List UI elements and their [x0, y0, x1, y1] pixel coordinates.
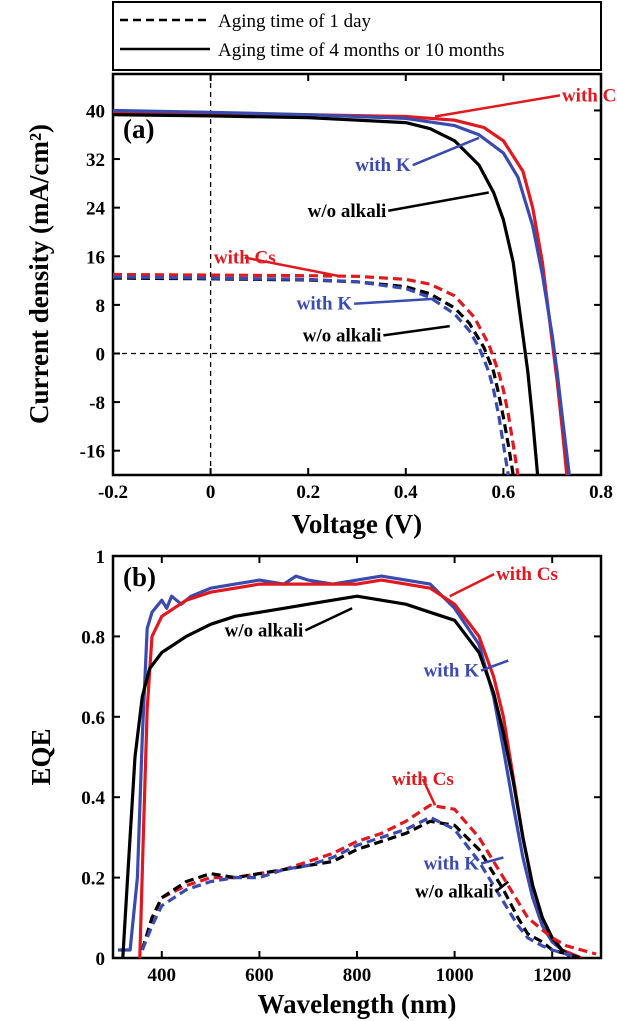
panel-b-x-axis-title: Wavelength (nm) [258, 989, 457, 1019]
series-line-none-solid [121, 594, 573, 958]
series-line-cs-dashed [113, 272, 520, 475]
x-tick-label: 600 [245, 965, 274, 986]
y-tick-label: 40 [86, 101, 105, 122]
annotation-label: with K [424, 661, 480, 682]
series-line-k-dashed [113, 275, 510, 475]
panel-a-y-axis-title: Current density (mA/cm²) [24, 124, 54, 424]
series-line-cs-dashed [140, 803, 597, 956]
x-tick-label: 0.8 [589, 482, 613, 503]
annotation-label: with Cs [562, 85, 617, 106]
y-tick-label: 0 [96, 949, 106, 970]
x-tick-label: 0 [206, 482, 216, 503]
series-line-k-solid [117, 574, 580, 958]
legend-entry-2: Aging time of 4 months or 10 months [218, 40, 505, 61]
x-tick-label: 1000 [436, 965, 474, 986]
annotation-arrow [434, 94, 561, 118]
legend: Aging time of 1 day Aging time of 4 mont… [112, 1, 602, 71]
y-tick-label: 16 [86, 247, 105, 268]
annotation-label: w/o alkali [308, 201, 387, 222]
x-tick-label: -0.2 [98, 482, 128, 503]
x-tick-label: 0.6 [492, 482, 516, 503]
legend-frame [112, 1, 602, 71]
x-tick-label: 0.2 [296, 482, 320, 503]
annotation-arrow [480, 856, 504, 865]
panel-b-ticks: 400 600 800 1000 1200 0 0.2 0.4 0.6 0.8 1 [81, 547, 601, 986]
panel-a-jv-curve: -0.2 0 0.2 0.4 0.6 0.8 -16 -8 0 8 16 24 32 40 with Cs… [24, 72, 617, 539]
annotation-arrow [480, 659, 509, 672]
y-tick-label: -16 [80, 442, 105, 463]
annotation-label: with K [297, 294, 353, 315]
series-line-cs-solid [138, 578, 583, 958]
panel-b-series [117, 574, 597, 958]
annotation-arrow [421, 778, 437, 806]
annotation-arrow [383, 324, 450, 337]
annotation-label: with K [424, 854, 480, 875]
x-tick-label: 1200 [533, 965, 571, 986]
panel-b-label: (b) [123, 562, 156, 592]
panel-b-y-axis-title: EQE [26, 728, 56, 785]
annotation-label: w/o alkali [303, 325, 382, 346]
annotation-arrow [412, 136, 480, 167]
y-tick-label: 0.6 [81, 708, 105, 729]
annotation-label: with Cs [496, 564, 558, 585]
annotation-arrow [354, 297, 436, 305]
y-tick-label: 0.8 [81, 627, 105, 648]
y-tick-label: 0.4 [81, 788, 105, 809]
annotation-label: with K [355, 155, 411, 176]
y-tick-label: 1 [96, 547, 106, 568]
y-tick-label: 32 [86, 150, 105, 171]
x-tick-label: 800 [343, 965, 372, 986]
y-tick-label: 8 [96, 296, 106, 317]
series-line-k-solid [113, 108, 571, 475]
annotation-arrow [304, 607, 353, 632]
legend-entry-1: Aging time of 1 day [218, 11, 372, 32]
y-tick-label: 0 [96, 344, 106, 365]
panel-a-reference-lines [113, 74, 601, 475]
x-tick-label: 0.4 [394, 482, 418, 503]
annotation-arrow [494, 880, 510, 893]
panel-a-x-axis-title: Voltage (V) [292, 509, 422, 539]
annotation-label: w/o alkali [415, 882, 494, 903]
annotation-label: w/o alkali [225, 620, 304, 641]
series-line-none-dashed [140, 819, 582, 958]
x-tick-label: 400 [148, 965, 177, 986]
panel-b-eqe: 400 600 800 1000 1200 0 0.2 0.4 0.6 0.8 1 with Cs w… [26, 547, 603, 1019]
panel-a-label: (a) [123, 114, 154, 144]
y-tick-label: 24 [86, 199, 106, 220]
annotation-arrow [244, 256, 338, 277]
series-line-none-solid [113, 113, 540, 475]
y-tick-label: -8 [89, 393, 105, 414]
panel-b-frame [111, 554, 603, 960]
series-line-k-dashed [140, 815, 578, 958]
annotation-arrow [388, 191, 489, 213]
y-tick-label: 0.2 [81, 869, 105, 890]
panel-a-series [113, 108, 571, 475]
annotation-arrow [449, 573, 495, 598]
